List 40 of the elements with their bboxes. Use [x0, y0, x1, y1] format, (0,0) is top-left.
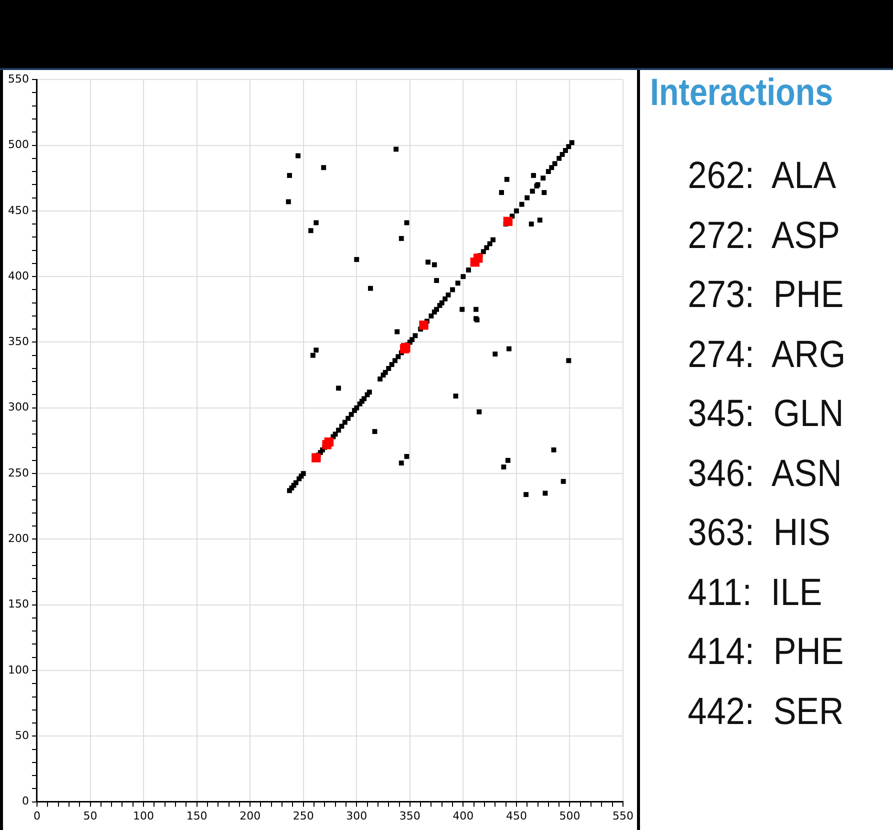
- x-tick-label: 150: [186, 809, 208, 822]
- x-tick-label: 400: [452, 809, 474, 822]
- y-tick-label: 350: [8, 335, 29, 348]
- y-tick-label: 300: [8, 400, 29, 414]
- x-tick-label: 350: [399, 809, 420, 822]
- point: [474, 254, 483, 263]
- text: 414: PHE: [686, 631, 845, 675]
- x-tick-label: 50: [83, 809, 98, 822]
- text: 345: GLN: [686, 393, 845, 437]
- y-tick-label: 550: [8, 72, 29, 86]
- x-tick-label: 0: [33, 809, 40, 822]
- x-tick-label: 450: [506, 809, 527, 822]
- text: 273: PHE: [686, 274, 845, 318]
- y-tick-label: 0: [22, 794, 29, 808]
- point: [324, 437, 334, 447]
- point: [503, 216, 513, 226]
- x-tick-label: 250: [292, 809, 314, 822]
- text: 346: ASN: [686, 452, 843, 496]
- text: Interactions: [650, 72, 834, 115]
- text: 442: SER: [686, 690, 845, 734]
- point: [419, 320, 428, 330]
- text: 363: HIS: [686, 512, 832, 556]
- y-tick-label: 50: [14, 729, 29, 742]
- y-tick-label: 200: [8, 532, 29, 546]
- text: 411: ILE: [686, 572, 824, 616]
- x-tick-label: 550: [612, 809, 634, 822]
- y-tick-label: 150: [8, 598, 29, 611]
- y-tick-label: 500: [8, 138, 29, 152]
- y-tick-label: 100: [8, 663, 29, 676]
- y-tick-label: 400: [8, 269, 29, 282]
- x-tick-label: 200: [240, 809, 261, 822]
- x-tick-label: 500: [559, 809, 580, 822]
- y-tick-label: 450: [8, 204, 29, 217]
- y-tick-label: 250: [8, 466, 29, 480]
- text: 262: ALA: [686, 155, 838, 199]
- text: 274: ARG: [686, 334, 847, 378]
- point: [312, 453, 321, 462]
- x-tick-label: 300: [346, 809, 368, 822]
- x-tick-label: 100: [133, 809, 154, 822]
- text: 272: ASP: [686, 214, 841, 258]
